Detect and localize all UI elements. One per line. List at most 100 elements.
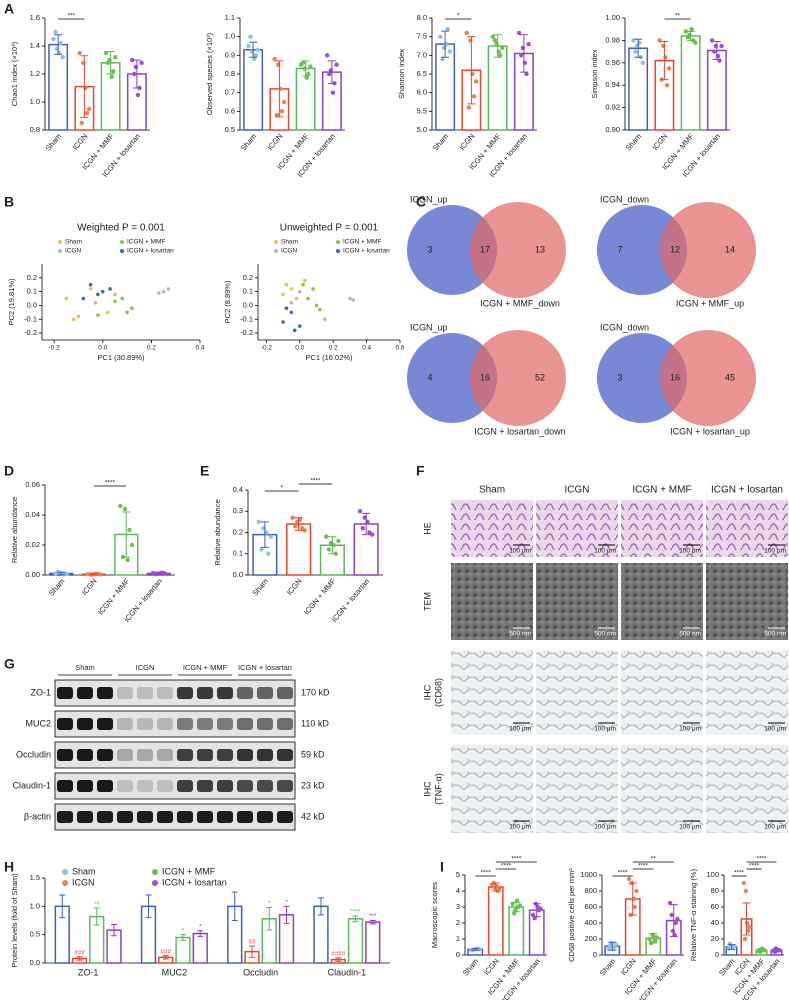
y-axis-label: PC2 (8.89%) bbox=[223, 280, 232, 323]
blot-band bbox=[197, 811, 213, 823]
error-bar bbox=[328, 536, 337, 555]
venn-count: 3 bbox=[427, 244, 432, 254]
legend-label: ICGN bbox=[72, 877, 95, 887]
x-tick-label: ICGN bbox=[482, 957, 501, 977]
data-point bbox=[122, 506, 128, 512]
blot-band bbox=[57, 687, 73, 699]
data-point bbox=[127, 527, 132, 533]
venn-set-label: ICGN + losartan_down bbox=[474, 426, 565, 436]
data-point bbox=[113, 292, 117, 297]
y-tick-label: 1.2 bbox=[30, 69, 40, 78]
blot-band bbox=[157, 749, 173, 761]
venn-count: 16 bbox=[670, 372, 680, 382]
data-point bbox=[526, 41, 531, 47]
micrograph bbox=[451, 745, 533, 833]
data-point bbox=[51, 36, 56, 42]
data-point bbox=[743, 888, 749, 894]
data-point bbox=[348, 296, 352, 301]
venn-set-label: ICGN_down bbox=[600, 322, 649, 332]
scale-label: 100 μm bbox=[679, 824, 701, 831]
data-point bbox=[438, 34, 443, 39]
data-point bbox=[334, 62, 339, 67]
data-point bbox=[289, 310, 294, 315]
y-axis-label: PC2 (19.81%) bbox=[7, 278, 16, 326]
y-tick-label: 8.0 bbox=[417, 13, 427, 22]
data-point bbox=[311, 287, 315, 291]
blot-band bbox=[237, 811, 253, 823]
blot-band bbox=[137, 687, 153, 699]
data-point bbox=[81, 296, 86, 301]
error-bar bbox=[249, 945, 255, 958]
significance-label: **** bbox=[749, 863, 760, 870]
blot-band bbox=[237, 687, 253, 699]
data-point bbox=[162, 571, 167, 576]
blot-band bbox=[177, 780, 193, 792]
data-point bbox=[301, 282, 305, 287]
significance-label: * bbox=[268, 900, 271, 907]
venn-count: 45 bbox=[725, 372, 735, 382]
blot-group-label: ICGN bbox=[136, 663, 155, 672]
data-point bbox=[289, 300, 294, 305]
x-tick-label: 0.0 bbox=[98, 345, 107, 352]
scale-label: 500 nm bbox=[679, 631, 701, 638]
error-bar bbox=[369, 920, 376, 925]
error-bar bbox=[76, 956, 83, 961]
x-tick-label: 0.4 bbox=[195, 345, 204, 352]
data-point bbox=[471, 94, 477, 99]
significance-label: *** bbox=[369, 913, 377, 920]
bar bbox=[487, 886, 504, 956]
y-tick-label: 2 bbox=[456, 918, 460, 927]
blot-band bbox=[57, 718, 73, 730]
blot-band bbox=[137, 718, 153, 730]
blot-band bbox=[217, 718, 233, 730]
blot-band bbox=[197, 687, 213, 699]
x-tick-label: ICGN bbox=[70, 132, 89, 152]
data-point bbox=[673, 920, 678, 926]
legend-label: ICGN bbox=[65, 248, 82, 255]
protein-label: ZO-1 bbox=[30, 687, 51, 697]
blot-band bbox=[157, 687, 173, 699]
error-bar bbox=[89, 573, 98, 576]
error-bar bbox=[634, 38, 643, 58]
y-tick-label: 1.0 bbox=[30, 901, 40, 910]
x-tick-label: ICGN bbox=[457, 132, 476, 152]
error-bar bbox=[493, 34, 502, 58]
data-point bbox=[125, 557, 130, 563]
venn-set-label: ICGN_down bbox=[600, 194, 649, 204]
y-tick-label: 0.0 bbox=[243, 300, 253, 309]
y-axis-label: Macroscopic scores bbox=[430, 882, 439, 949]
data-point bbox=[719, 43, 724, 49]
micrograph bbox=[536, 745, 618, 833]
data-point bbox=[71, 317, 76, 322]
blot-band bbox=[57, 780, 73, 792]
data-point bbox=[109, 74, 114, 80]
blot-band bbox=[277, 687, 293, 699]
venn-count: 17 bbox=[480, 244, 490, 254]
bar bbox=[706, 49, 727, 131]
data-point bbox=[113, 55, 118, 60]
legend-label: Sham bbox=[65, 239, 82, 246]
venn-circle-left bbox=[597, 205, 687, 295]
y-tick-label: 200 bbox=[584, 934, 597, 943]
row-label: (TNF-α) bbox=[433, 773, 443, 805]
data-point bbox=[473, 79, 479, 84]
data-point bbox=[524, 71, 529, 77]
error-bar bbox=[275, 60, 284, 118]
error-bar bbox=[686, 30, 695, 41]
y-tick-label: 1.0 bbox=[225, 32, 235, 41]
blot-band bbox=[97, 718, 113, 730]
data-point bbox=[538, 906, 543, 911]
data-point bbox=[632, 904, 637, 910]
data-point bbox=[118, 503, 123, 509]
error-bar bbox=[145, 894, 152, 919]
data-point bbox=[327, 71, 332, 77]
y-tick-label: 0.96 bbox=[605, 58, 620, 67]
data-point bbox=[500, 45, 505, 51]
data-point bbox=[284, 306, 289, 311]
y-tick-label: 0.06 bbox=[25, 480, 40, 489]
blot-band bbox=[277, 780, 293, 792]
y-tick-label: 0.8 bbox=[30, 125, 40, 134]
blot-strip bbox=[54, 772, 296, 800]
significance-label: * bbox=[285, 899, 288, 906]
